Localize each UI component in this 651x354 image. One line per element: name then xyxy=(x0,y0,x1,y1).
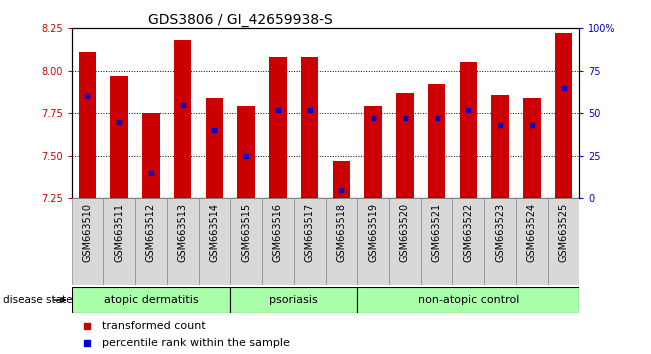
FancyBboxPatch shape xyxy=(484,198,516,285)
Bar xyxy=(428,84,445,198)
FancyBboxPatch shape xyxy=(357,287,579,313)
Bar xyxy=(206,98,223,198)
Text: GSM663525: GSM663525 xyxy=(559,202,568,262)
Bar xyxy=(301,57,318,198)
FancyBboxPatch shape xyxy=(72,287,230,313)
FancyBboxPatch shape xyxy=(421,198,452,285)
Bar xyxy=(523,98,540,198)
FancyBboxPatch shape xyxy=(389,198,421,285)
FancyBboxPatch shape xyxy=(72,198,104,285)
Text: transformed count: transformed count xyxy=(102,321,206,331)
FancyBboxPatch shape xyxy=(199,198,230,285)
FancyBboxPatch shape xyxy=(104,198,135,285)
Text: GSM663519: GSM663519 xyxy=(368,202,378,262)
Text: GSM663520: GSM663520 xyxy=(400,202,410,262)
Bar xyxy=(333,161,350,198)
Text: GSM663524: GSM663524 xyxy=(527,202,537,262)
Bar xyxy=(555,33,572,198)
Text: GSM663515: GSM663515 xyxy=(241,202,251,262)
Text: GDS3806 / GI_42659938-S: GDS3806 / GI_42659938-S xyxy=(148,13,333,27)
FancyBboxPatch shape xyxy=(357,198,389,285)
FancyBboxPatch shape xyxy=(230,198,262,285)
Text: non-atopic control: non-atopic control xyxy=(418,295,519,305)
Text: GSM663516: GSM663516 xyxy=(273,202,283,262)
Text: percentile rank within the sample: percentile rank within the sample xyxy=(102,338,290,348)
Text: GSM663512: GSM663512 xyxy=(146,202,156,262)
Text: GSM663522: GSM663522 xyxy=(464,202,473,262)
Text: GSM663521: GSM663521 xyxy=(432,202,441,262)
FancyBboxPatch shape xyxy=(326,198,357,285)
Text: GSM663510: GSM663510 xyxy=(83,202,92,262)
Text: psoriasis: psoriasis xyxy=(270,295,318,305)
FancyBboxPatch shape xyxy=(135,198,167,285)
Text: GSM663517: GSM663517 xyxy=(305,202,314,262)
FancyBboxPatch shape xyxy=(294,198,326,285)
Bar xyxy=(238,107,255,198)
Text: GSM663514: GSM663514 xyxy=(210,202,219,262)
Bar xyxy=(269,57,286,198)
FancyBboxPatch shape xyxy=(547,198,579,285)
Text: GSM663511: GSM663511 xyxy=(114,202,124,262)
FancyBboxPatch shape xyxy=(452,198,484,285)
Bar xyxy=(365,107,382,198)
Bar xyxy=(142,113,159,198)
Bar xyxy=(492,95,509,198)
Text: disease state: disease state xyxy=(3,295,73,305)
Text: GSM663518: GSM663518 xyxy=(337,202,346,262)
Text: GSM663523: GSM663523 xyxy=(495,202,505,262)
Bar xyxy=(396,93,413,198)
Bar xyxy=(460,62,477,198)
FancyBboxPatch shape xyxy=(262,198,294,285)
Bar xyxy=(174,40,191,198)
Text: atopic dermatitis: atopic dermatitis xyxy=(104,295,199,305)
Bar xyxy=(111,76,128,198)
Text: GSM663513: GSM663513 xyxy=(178,202,187,262)
Bar xyxy=(79,52,96,198)
FancyBboxPatch shape xyxy=(167,198,199,285)
FancyBboxPatch shape xyxy=(230,287,357,313)
FancyBboxPatch shape xyxy=(516,198,547,285)
